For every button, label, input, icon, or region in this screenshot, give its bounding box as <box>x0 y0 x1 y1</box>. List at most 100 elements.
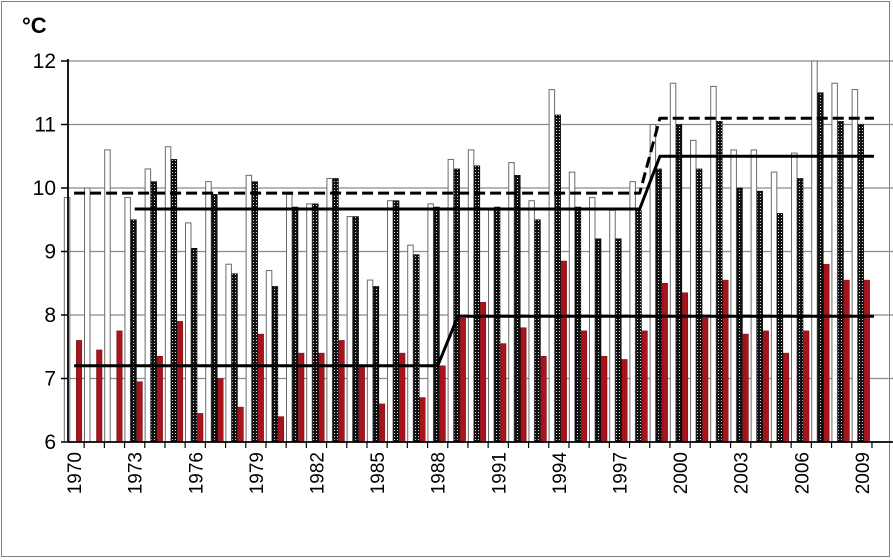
bar-black-dotted-1994 <box>554 114 561 443</box>
bar-black-dotted-1984 <box>352 216 359 443</box>
reference-line-2 <box>74 314 874 368</box>
bar-black-dotted-1976 <box>191 248 198 443</box>
bar-red-2008 <box>843 279 850 443</box>
bar-white-outline-1995 <box>568 171 576 443</box>
x-tick-label: 1970 <box>65 452 86 494</box>
bar-red-2005 <box>783 352 790 443</box>
bar-black-dotted-1983 <box>332 178 339 443</box>
y-tick-label: 6 <box>44 431 56 454</box>
bar-black-dotted-1999 <box>655 168 662 443</box>
bar-black-dotted-2002 <box>716 121 723 443</box>
bar-black-dotted-1995 <box>575 206 582 443</box>
bar-black-dotted-1985 <box>373 286 380 443</box>
bar-red-1985 <box>379 403 386 443</box>
x-tick-label: 2000 <box>671 452 692 494</box>
bar-black-dotted-2007 <box>817 92 824 443</box>
bar-white-outline-1971 <box>84 187 91 443</box>
y-tick-label: 7 <box>44 368 56 391</box>
bar-red-1970 <box>76 340 83 443</box>
x-tick-label: 1985 <box>368 452 389 494</box>
y-tick-label: 10 <box>33 177 56 200</box>
x-tick-labels: 1970 1973 1976 1979 1982 1985 1988 1991 1994 1997… <box>65 452 874 495</box>
bar-white-outline-1981 <box>286 193 293 443</box>
bar-white-outline-1984 <box>346 216 354 443</box>
bar-black-dotted-1998 <box>635 209 642 443</box>
bar-red-1977 <box>217 378 224 443</box>
bar-white-outline-1996 <box>589 197 596 443</box>
bar-black-dotted-2000 <box>676 124 683 443</box>
y-unit-label: °C <box>22 13 47 38</box>
x-tick-label: 2006 <box>792 452 813 494</box>
reference-line-0 <box>74 116 874 195</box>
bar-black-dotted-2001 <box>696 168 703 443</box>
bar-red-1976 <box>197 413 204 443</box>
bar-red-1993 <box>540 356 547 443</box>
bar-black-dotted-1988 <box>433 206 440 443</box>
bar-black-dotted-2005 <box>777 213 784 443</box>
bar-black-dotted-1979 <box>251 181 258 443</box>
bar-white-outline-1986 <box>387 200 394 443</box>
bar-black-dotted-1977 <box>211 194 218 443</box>
bar-red-1988 <box>439 365 446 443</box>
bar-white-outline-2002 <box>710 85 717 443</box>
bar-white-outline-2000 <box>669 82 677 443</box>
x-tick-label: 1997 <box>610 452 631 494</box>
bar-black-dotted-1974 <box>150 181 157 443</box>
bar-white-outline-1977 <box>205 181 212 443</box>
bar-black-dotted-1975 <box>171 159 178 443</box>
bar-white-outline-1988 <box>427 203 434 443</box>
bar-red-1994 <box>560 260 567 443</box>
bar-red-1987 <box>419 397 426 443</box>
bar-red-1984 <box>358 365 365 443</box>
bar-white-outline-1997 <box>609 209 616 443</box>
bar-red-2002 <box>722 279 729 443</box>
reference-lines <box>74 116 874 368</box>
bar-red-1995 <box>581 330 588 443</box>
y-tick-label: 12 <box>33 50 56 73</box>
bar-white-outline-1975 <box>164 146 172 443</box>
bar-white-outline-2008 <box>831 82 838 443</box>
bar-black-dotted-1993 <box>534 219 541 443</box>
bar-white-outline-1973 <box>124 197 131 443</box>
x-tick-label: 2009 <box>853 452 874 494</box>
bar-black-dotted-2008 <box>837 121 844 443</box>
bar-black-dotted-2006 <box>797 178 804 443</box>
bar-black-dotted-1973 <box>130 219 137 443</box>
bar-white-outline-1994 <box>548 89 556 443</box>
bar-red-2004 <box>762 330 769 443</box>
bar-red-1974 <box>156 356 163 443</box>
bar-black-dotted-1981 <box>292 206 299 443</box>
bar-red-1980 <box>278 416 285 443</box>
x-tick-label: 1988 <box>429 452 450 494</box>
bar-red-2003 <box>742 333 749 443</box>
bar-red-1972 <box>116 330 123 443</box>
x-tick-label: 1973 <box>126 452 147 494</box>
bar-red-1990 <box>480 302 487 443</box>
x-tick-label: 1979 <box>247 452 268 494</box>
bar-red-1978 <box>237 406 244 443</box>
x-tick-label: 1976 <box>186 452 207 494</box>
y-tick-label: 11 <box>34 114 56 137</box>
bar-white-outline-2003 <box>730 149 737 443</box>
bar-white-outline-1990 <box>467 149 475 443</box>
bar-white-outline-1978 <box>225 263 232 443</box>
bar-red-2006 <box>803 330 810 443</box>
bar-red-1997 <box>621 359 628 443</box>
x-tick-label: 1991 <box>489 452 510 494</box>
bar-black-dotted-2009 <box>857 124 864 443</box>
axes <box>61 59 893 448</box>
reference-line-1 <box>134 154 874 211</box>
bar-white-outline-2007 <box>811 60 818 443</box>
bar-black-dotted-1997 <box>615 238 622 443</box>
x-tick-label: 2003 <box>732 452 753 494</box>
bar-white-outline-2009 <box>851 89 859 443</box>
bar-red-1999 <box>661 283 668 443</box>
bar-black-dotted-1991 <box>494 206 501 443</box>
bar-black-dotted-1982 <box>312 203 319 443</box>
bar-red-1998 <box>641 330 648 443</box>
bar-red-2009 <box>863 279 870 443</box>
bar-black-dotted-1996 <box>595 238 602 443</box>
bar-white-outline-1992 <box>508 162 515 443</box>
bar-white-outline-1989 <box>447 158 455 443</box>
